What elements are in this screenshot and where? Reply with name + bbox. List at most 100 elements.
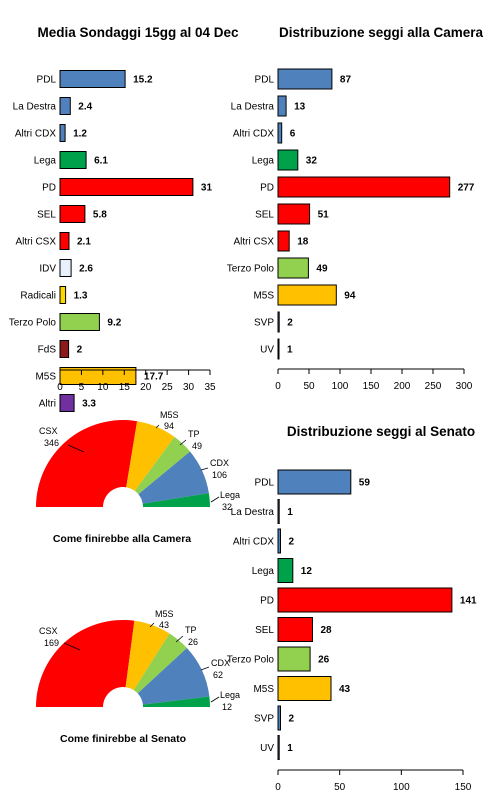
poll-tick-label: 35: [204, 382, 216, 393]
senato-value-label: 26: [318, 655, 330, 666]
camera-chart-title: Distribuzione seggi alla Camera: [279, 25, 484, 40]
camera-bar: [277, 149, 299, 171]
poll-category-label: PD: [42, 183, 56, 194]
camera-value-label: 13: [294, 102, 306, 113]
senato-bar: [277, 558, 294, 583]
poll-tick-label: 25: [162, 382, 174, 393]
poll-value-label: 1.3: [74, 291, 88, 302]
camera-tick-label: 0: [275, 381, 281, 392]
poll-value-label: 2: [77, 345, 83, 356]
senato-bar: [277, 528, 281, 554]
poll-category-label: Altri: [39, 399, 56, 410]
poll-bar: [59, 178, 194, 196]
camera-tick-label: 250: [425, 381, 442, 392]
camera-tick-label: 300: [456, 381, 473, 392]
camera-bar: [277, 284, 337, 306]
pie-senato-slice: [142, 696, 211, 707]
senato-tick-label: 150: [455, 782, 472, 793]
pie-senato-leader-line: [149, 622, 155, 628]
senato-bar: [277, 735, 280, 760]
camera-category-label: SVP: [254, 318, 274, 329]
camera-tick-label: 50: [303, 381, 315, 392]
pie-camera-slice-name: TP: [188, 429, 200, 439]
pie-camera-slice-value: 94: [164, 421, 174, 431]
poll-bar: [59, 70, 126, 88]
camera-tick-label: 200: [394, 381, 411, 392]
senato-bar: [277, 646, 311, 672]
poll-tick-label: 30: [183, 382, 195, 393]
camera-category-label: La Destra: [231, 102, 275, 113]
senato-pie-caption: Come finirebbe al Senato: [60, 733, 186, 745]
senato-category-label: La Destra: [231, 507, 275, 518]
senato-value-label: 2: [289, 537, 295, 548]
senato-bar: [277, 617, 313, 642]
pie-camera-slice: [36, 420, 138, 507]
senato-bar: [277, 499, 280, 524]
pie-senato-slice: [133, 633, 187, 694]
pie-camera-slice: [126, 421, 175, 491]
poll-bar: [59, 286, 67, 304]
poll-bar: [59, 340, 70, 358]
camera-value-label: 18: [297, 237, 309, 248]
senato-value-label: 12: [301, 566, 313, 577]
camera-category-label: Terzo Polo: [227, 264, 275, 275]
poll-value-label: 6.1: [94, 156, 108, 167]
poll-value-label: 15.2: [133, 75, 153, 86]
camera-value-label: 87: [340, 75, 352, 86]
camera-bar: [277, 122, 283, 144]
camera-value-label: 1: [287, 345, 293, 356]
poll-tick-label: 20: [140, 382, 152, 393]
poll-bar: [59, 151, 87, 169]
pie-senato-slice: [35, 619, 135, 707]
poll-value-label: 9.2: [107, 318, 121, 329]
pie-camera-slice: [142, 493, 211, 507]
camera-category-label: SEL: [255, 210, 274, 221]
pie-senato-slice: [137, 648, 210, 705]
poll-bar: [59, 232, 70, 250]
senato-value-label: 59: [359, 478, 371, 489]
pie-camera-slice: [134, 436, 190, 495]
pie-senato-slice-name: CDX: [211, 658, 230, 668]
pie-camera-slice-name: CDX: [210, 458, 229, 468]
camera-category-label: M5S: [253, 291, 274, 302]
camera-value-label: 32: [306, 156, 318, 167]
camera-value-label: 6: [290, 129, 296, 140]
senato-category-label: Altri CDX: [233, 537, 274, 548]
camera-bar: [277, 203, 311, 225]
camera-value-label: 2: [287, 318, 293, 329]
pie-senato-slice: [125, 620, 170, 691]
pie-senato-slice-name: CSX: [39, 626, 58, 636]
pie-camera-leader-line: [200, 467, 209, 471]
camera-bar: [277, 68, 333, 90]
senato-value-label: 28: [321, 625, 333, 636]
senato-value-label: 1: [287, 507, 293, 518]
pie-senato-leader-line: [210, 696, 220, 703]
senato-category-label: M5S: [253, 684, 274, 695]
camera-value-label: 94: [344, 291, 356, 302]
pie-camera-slice-value: 106: [212, 470, 227, 480]
poll-category-label: Terzo Polo: [9, 318, 57, 329]
camera-category-label: Lega: [252, 156, 275, 167]
pie-camera-leader-line: [179, 439, 187, 446]
poll-chart-title: Media Sondaggi 15gg al 04 Dec: [37, 25, 239, 40]
senato-bar: [277, 587, 453, 613]
camera-bar: [277, 311, 280, 333]
poll-value-label: 2.4: [78, 102, 92, 113]
senato-value-label: 43: [339, 684, 351, 695]
pie-senato-slice-name: M5S: [155, 609, 174, 619]
poll-value-label: 17.7: [144, 372, 164, 383]
poll-value-label: 2.6: [79, 264, 93, 275]
pie-camera-slice: [138, 451, 209, 504]
pie-senato-leader-line: [175, 635, 184, 643]
poll-category-label: PDL: [37, 75, 57, 86]
camera-tick-label: 150: [363, 381, 380, 392]
poll-value-label: 3.3: [82, 399, 96, 410]
camera-category-label: Altri CDX: [233, 129, 274, 140]
camera-category-label: UV: [260, 345, 274, 356]
pie-camera-leader-line: [155, 424, 160, 429]
camera-value-label: 49: [316, 264, 328, 275]
